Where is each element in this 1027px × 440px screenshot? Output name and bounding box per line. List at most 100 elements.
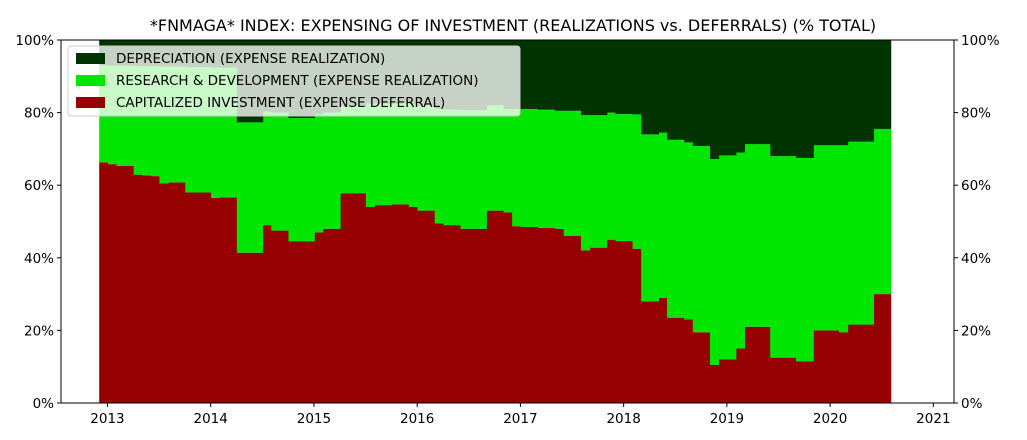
series-0-bar-28: [340, 193, 350, 403]
series-1-bar-22: [288, 118, 298, 242]
y-tick-label-right: 0%: [961, 396, 983, 412]
series-1-bar-71: [709, 159, 720, 365]
series-1-bar-4: [133, 66, 143, 175]
series-2-bar-71: [709, 40, 720, 160]
series-1-bar-20: [271, 112, 281, 231]
series-1-bar-30: [357, 106, 367, 194]
series-1-bar-14: [219, 67, 229, 198]
series-1-bar-84: [821, 145, 832, 331]
series-0-bar-67: [675, 317, 685, 403]
series-0-bar-41: [451, 225, 462, 403]
series-1-bar-36: [408, 104, 419, 207]
legend-box: [67, 45, 521, 117]
series-0-bar-51: [537, 228, 548, 403]
series-0-bar-19: [262, 225, 272, 403]
series-0-bar-50: [529, 226, 539, 403]
series-1-bar-40: [443, 109, 453, 226]
series-1: [99, 65, 892, 365]
series-0-bar-34: [391, 204, 401, 403]
series-0-bar-71: [709, 364, 720, 403]
series-1-bar-12: [202, 67, 212, 193]
series-0-bar-45: [486, 210, 496, 403]
series-0-bar-8: [168, 182, 178, 403]
chart-title: *FNMAGA* INDEX: EXPENSING OF INVESTMENT …: [150, 16, 876, 35]
series-0-bar-90: [873, 294, 883, 403]
series-2-bar-80: [787, 40, 797, 157]
series-1-bar-85: [830, 145, 840, 331]
series-0-bar-49: [520, 226, 530, 403]
series-0-bar-24: [305, 241, 315, 403]
series-0-bar-18: [254, 252, 264, 403]
series-0-bar-85: [830, 330, 840, 403]
series-2-bar-90: [873, 40, 883, 129]
series-1-bar-43: [469, 110, 479, 229]
series-0-bar-42: [460, 228, 470, 403]
series-0-bar-46: [494, 210, 505, 403]
y-tick-label-left: 20%: [24, 323, 54, 339]
series-0-bar-5: [142, 175, 152, 403]
series-0-bar-54: [563, 236, 573, 403]
series-1-bar-45: [486, 105, 496, 211]
series-0-bar-29: [348, 193, 358, 403]
series-1-bar-46: [494, 105, 505, 211]
legend: DEPRECIATION (EXPENSE REALIZATION) RESEAR…: [67, 45, 521, 117]
series-1-bar-88: [856, 141, 866, 325]
series-0-bar-35: [400, 204, 410, 403]
series-0-bar-77: [761, 326, 771, 403]
series-0-bar-64: [649, 301, 659, 403]
series-2-bar-81: [796, 40, 806, 158]
series-1-bar-31: [365, 103, 376, 207]
series-1-bar-34: [391, 103, 401, 205]
series-2-bar-59: [606, 40, 616, 113]
series-0-bar-23: [297, 241, 307, 403]
series-1-bar-27: [331, 112, 341, 229]
series-0-bar-65: [658, 297, 668, 403]
series-1-bar-54: [563, 110, 573, 237]
y-tick-label-left: 80%: [24, 106, 54, 122]
series-0-bar-7: [159, 183, 169, 403]
series-1-bar-11: [193, 67, 204, 193]
series-1-bar-56: [580, 115, 591, 251]
series-1-bar-17: [245, 122, 255, 253]
series-1-bar-82: [804, 157, 814, 362]
series-0-bar-2: [116, 165, 126, 403]
series-2-bar-62: [632, 40, 642, 115]
series-1-bar-50: [529, 108, 539, 227]
series-1-bar-68: [684, 142, 694, 320]
series-0-bar-56: [580, 250, 591, 403]
series-1-bar-80: [787, 156, 797, 358]
series-0-bar-20: [271, 230, 281, 403]
series-2-bar-56: [580, 40, 591, 116]
series-0-bar-36: [408, 206, 419, 403]
series-0-bar-82: [804, 361, 814, 403]
x-tick-label: 2013: [90, 411, 124, 427]
series-1-bar-23: [297, 118, 307, 242]
series-2-bar-77: [761, 40, 771, 145]
series-0-bar-31: [365, 206, 376, 403]
series-1-bar-78: [770, 156, 780, 358]
series-0-bar-32: [374, 205, 384, 403]
series-0-bar-66: [666, 317, 677, 403]
series-0-bar-88: [856, 324, 866, 403]
series-0-bar-21: [279, 230, 290, 403]
series-1-bar-55: [572, 110, 582, 237]
series-2-bar-61: [623, 40, 634, 115]
series-1-bar-70: [701, 146, 711, 333]
series-1-bar-26: [322, 112, 333, 229]
series-0-bar-55: [572, 236, 582, 403]
series-1-bar-60: [615, 114, 625, 242]
series-1-bar-77: [761, 144, 771, 327]
series-1-bar-74: [735, 152, 745, 349]
series-2-bar-51: [537, 40, 548, 110]
series-1-bar-79: [778, 156, 789, 358]
series-1-bar-62: [632, 114, 642, 249]
series-0-bar-91: [882, 294, 892, 403]
series-0-bar-13: [211, 197, 221, 403]
series-0-bar-60: [615, 241, 625, 403]
series-1-bar-91: [882, 128, 892, 295]
series-1-bar-61: [623, 114, 634, 242]
series-2-bar-91: [882, 40, 892, 129]
series-2-bar-64: [649, 40, 659, 135]
series-0-bar-27: [331, 228, 341, 403]
